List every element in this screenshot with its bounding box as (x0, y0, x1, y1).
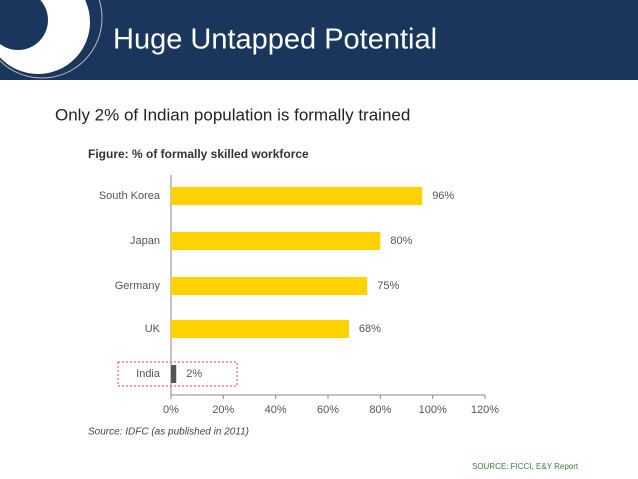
value-label: 68% (359, 323, 381, 335)
decor-ring (0, 0, 103, 79)
category-label: Germany (115, 280, 161, 292)
source: SOURCE: FICCI, E&Y Report (472, 462, 579, 471)
category-label: India (136, 368, 161, 380)
bar (171, 320, 349, 338)
x-tick-label: 120% (471, 404, 499, 416)
x-tick-label: 40% (265, 404, 287, 416)
chart-note: Source: IDFC (as published in 2011) (88, 427, 249, 438)
value-label: 75% (377, 280, 399, 292)
x-tick-label: 60% (317, 404, 339, 416)
value-label: 96% (432, 190, 454, 202)
x-tick-label: 80% (369, 404, 391, 416)
bar (171, 277, 368, 295)
chart-title: Figure: % of formally skilled workforce (88, 147, 309, 161)
value-label: 80% (390, 235, 412, 247)
x-tick-label: 0% (163, 404, 179, 416)
category-label: South Korea (99, 190, 161, 202)
x-tick-label: 20% (212, 404, 234, 416)
header-band (0, 0, 638, 80)
bar (171, 232, 381, 250)
decor-dot (0, 0, 48, 50)
slide-title: Huge Untapped Potential (113, 24, 437, 56)
category-label: UK (145, 323, 161, 335)
value-label: 2% (186, 368, 202, 380)
category-label: Japan (130, 235, 160, 247)
slide-subtitle: Only 2% of Indian population is formally… (55, 105, 410, 124)
bar (171, 365, 177, 383)
bar (171, 187, 423, 205)
highlight-box (117, 361, 238, 387)
x-tick-label: 100% (419, 404, 447, 416)
